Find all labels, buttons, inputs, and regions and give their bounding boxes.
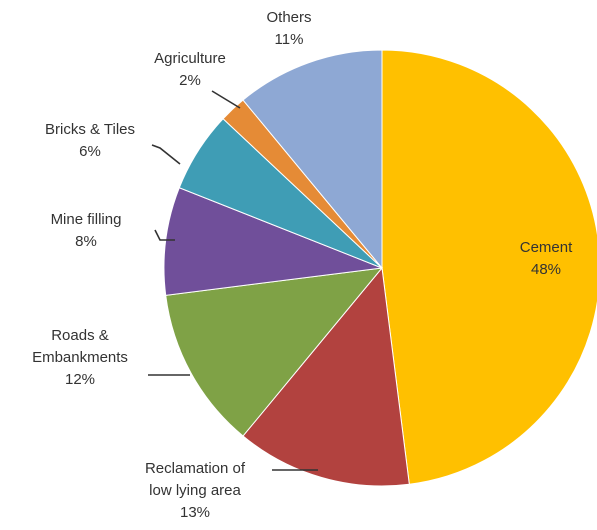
slice-name: Reclamation of — [145, 460, 246, 477]
slice-label-bricks-and-tiles: Bricks & Tiles 6% — [45, 121, 135, 160]
slice-labels: Cement 48% Reclamation of low lying area 13%… — [32, 9, 573, 521]
slice-percent: 11% — [275, 31, 304, 48]
slice-percent: 12% — [65, 371, 95, 388]
leader-line-bricks-and-tiles — [151, 144, 181, 165]
pie-slice-reclamation-of-low-lying-area — [242, 266, 410, 487]
slice-label-mine-filling: Mine filling 8% — [51, 211, 122, 250]
leader-line-agriculture — [211, 90, 241, 109]
slice-name: Mine filling — [51, 211, 122, 228]
pie-slice-others — [242, 49, 383, 270]
slice-name: Embankments — [32, 349, 128, 366]
slice-label-cement: Cement 48% — [520, 239, 573, 278]
slice-name: Cement — [520, 239, 573, 256]
leader-line-mine-filling — [154, 229, 175, 241]
slice-percent: 2% — [179, 72, 201, 89]
slice-name: Roads & — [51, 327, 109, 344]
slice-percent: 13% — [180, 504, 210, 521]
pie-slice-cement — [381, 49, 597, 485]
slice-label-reclamation-of-low-lying-area: Reclamation of low lying area 13% — [145, 460, 246, 521]
pie-slices — [163, 49, 597, 487]
slice-percent: 8% — [75, 233, 97, 250]
slice-name: low lying area — [149, 482, 241, 499]
slice-label-roads-and-embankments: Roads & Embankments 12% — [32, 327, 128, 388]
leader-lines — [148, 90, 318, 471]
slice-name: Bricks & Tiles — [45, 121, 135, 138]
pie-slice-roads-and-embankments — [165, 267, 384, 437]
slice-label-others: Others 11% — [266, 9, 311, 48]
slice-label-agriculture: Agriculture 2% — [154, 50, 226, 89]
slice-name: Agriculture — [154, 50, 226, 67]
slice-percent: 48% — [531, 261, 561, 278]
slice-name: Others — [266, 9, 311, 26]
slice-percent: 6% — [79, 143, 101, 160]
